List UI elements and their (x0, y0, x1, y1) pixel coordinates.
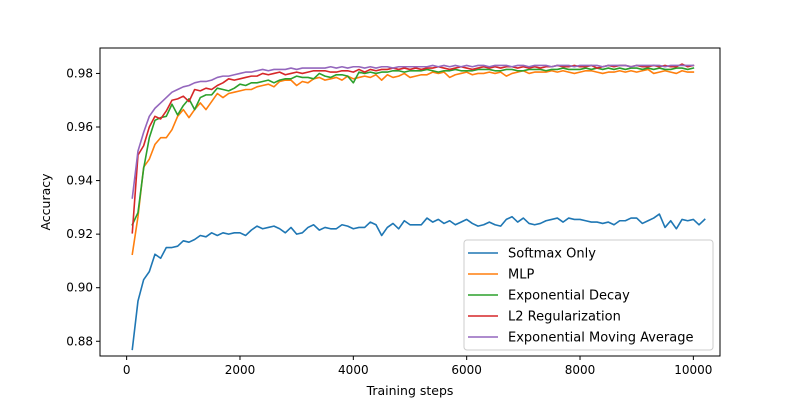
x-tick-label: 8000 (565, 363, 596, 377)
y-tick-label: 0.98 (66, 66, 93, 80)
legend-label-exponential-decay: Exponential Decay (508, 289, 630, 304)
series-line-softmax-only (131, 213, 706, 351)
series-line-exponential-moving-average (131, 64, 695, 199)
x-tick-label: 4000 (338, 363, 369, 377)
plot-frame (99, 47, 721, 357)
y-tick-label: 0.90 (66, 281, 93, 295)
series-line-l2-regularization (131, 63, 695, 234)
x-axis-label: Training steps (366, 383, 454, 398)
series-line-mlp (131, 68, 695, 256)
x-axis: 0 2000 4000 6000 8000 10000 (123, 356, 712, 377)
legend-label-exponential-moving-average: Exponential Moving Average (508, 331, 694, 346)
y-tick-label: 0.92 (66, 227, 93, 241)
legend-label-mlp: MLP (508, 268, 534, 283)
y-axis-label: Accuracy (38, 173, 53, 231)
y-tick-label: 0.94 (66, 174, 93, 188)
series-layer (131, 63, 706, 351)
y-tick-label: 0.88 (66, 334, 93, 348)
series-line-exponential-decay (131, 67, 695, 226)
x-tick-label: 0 (123, 363, 131, 377)
legend-box (463, 239, 714, 351)
x-tick-label: 6000 (451, 363, 482, 377)
legend-label-l2-regularization: L2 Regularization (508, 310, 621, 325)
y-axis: 0.88 0.90 0.92 0.94 0.96 0.98 (66, 66, 100, 348)
x-tick-label: 2000 (225, 363, 256, 377)
legend-label-softmax-only: Softmax Only (508, 247, 596, 262)
legend: Softmax Only MLP Exponential Decay L2 Regul… (463, 239, 714, 351)
y-tick-label: 0.96 (66, 120, 93, 134)
x-tick-label: 10000 (674, 363, 712, 377)
